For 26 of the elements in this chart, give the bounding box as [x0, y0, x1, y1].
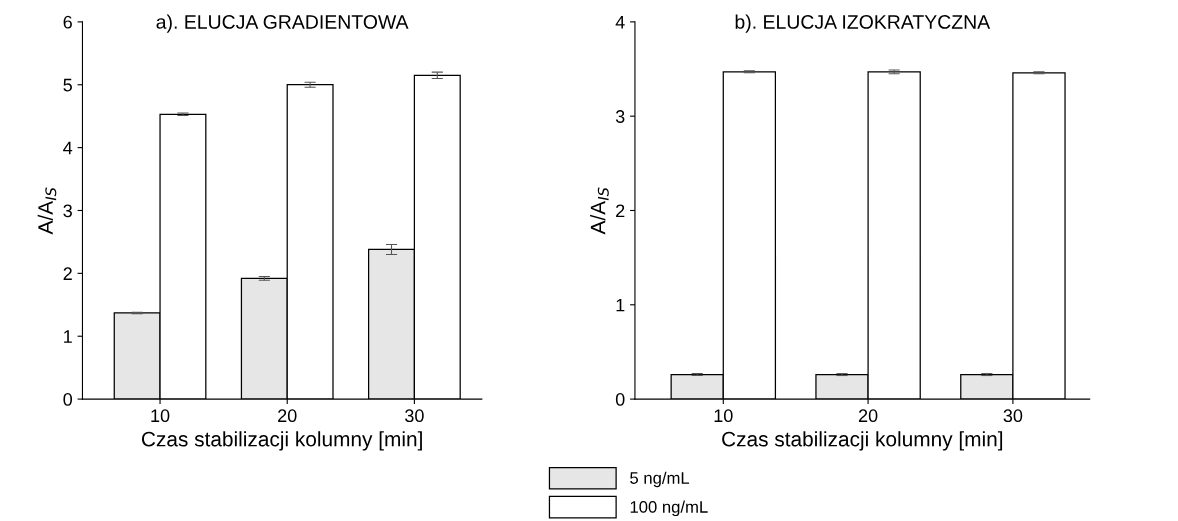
- y-tick-label: 4: [615, 16, 625, 29]
- y-tick-label: 4: [63, 141, 73, 155]
- chart-title: b). ELUCJA IZOKRATYCZNA: [735, 14, 991, 33]
- y-tick-label: 3: [63, 204, 72, 218]
- x-tick-label: 30: [405, 409, 424, 423]
- x-axis-title: Czas stabilizacji kolumny [min]: [722, 431, 1003, 451]
- legend-label: 100 ng/mL: [630, 500, 708, 517]
- x-tick-label: 20: [278, 409, 297, 423]
- x-tick-label: 20: [858, 409, 878, 423]
- y-axis-title: A/A$_{IS}$: [37, 187, 57, 235]
- x-tick-label: 10: [714, 409, 733, 423]
- legend-label: 5 ng/mL: [630, 471, 690, 488]
- x-tick-label: 30: [1003, 409, 1023, 423]
- y-tick-label: 1: [616, 298, 625, 312]
- chart-title: a). ELUCJA GRADIENTOWA: [156, 14, 409, 33]
- y-tick-label: 2: [63, 267, 72, 280]
- y-tick-label: 5: [63, 78, 72, 92]
- y-tick-label: 6: [63, 15, 72, 29]
- y-tick-label: 0: [615, 393, 625, 406]
- x-tick-label: 10: [151, 409, 170, 423]
- y-tick-label: 1: [64, 330, 72, 343]
- y-tick-label: 3: [615, 110, 625, 123]
- y-tick-label: 2: [616, 204, 625, 218]
- x-axis-title: Czas stabilizacji kolumny [min]: [141, 431, 422, 451]
- y-tick-label: 0: [63, 393, 73, 406]
- y-axis-title: A/A$_{IS}$: [590, 187, 609, 235]
